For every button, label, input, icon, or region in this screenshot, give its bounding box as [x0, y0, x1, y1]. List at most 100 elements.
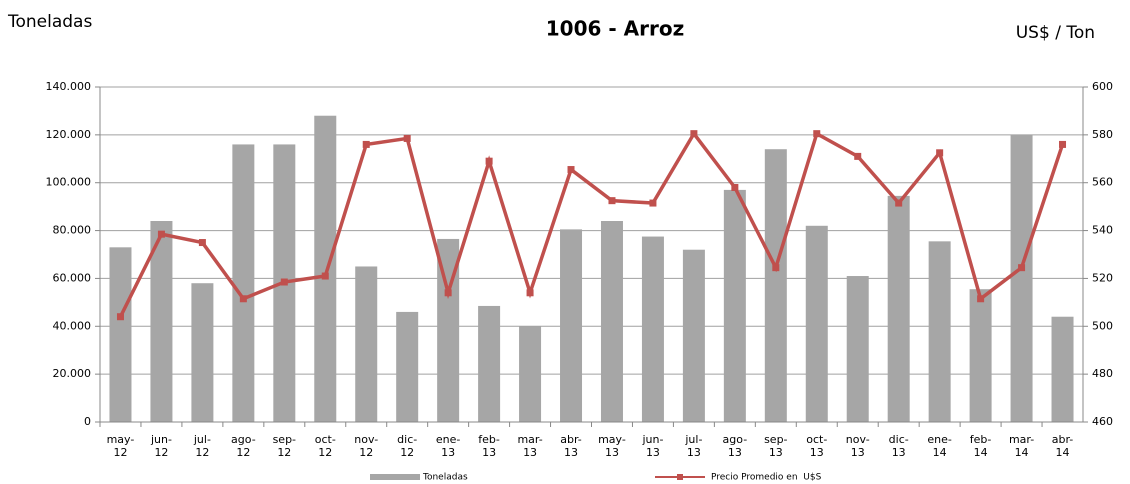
marker — [239, 295, 247, 303]
x-tick-label: jul-13 — [684, 433, 702, 459]
x-tick-label-part: 13 — [646, 446, 660, 459]
bar — [723, 189, 746, 422]
marker — [854, 152, 862, 160]
x-tick-label: may-12 — [107, 433, 135, 459]
bar — [887, 195, 910, 422]
marker — [1018, 264, 1026, 272]
marker — [444, 289, 452, 297]
y-tick-label: 120.000 — [46, 128, 92, 141]
x-tick-label-part: ene- — [436, 433, 461, 446]
x-tick-label: nov-13 — [846, 433, 870, 459]
x-tick-label-part: 12 — [236, 446, 250, 459]
y-tick-label: 40.000 — [53, 319, 92, 332]
y2-tick-label: 480 — [1092, 367, 1113, 380]
x-tick-label-part: 13 — [564, 446, 578, 459]
x-tick-label: nov-12 — [354, 433, 378, 459]
x-tick-label: sep-12 — [273, 433, 296, 459]
x-tick-label: may-13 — [598, 433, 626, 459]
bar — [355, 266, 378, 422]
bar — [1051, 316, 1074, 422]
y-tick-label: 140.000 — [46, 80, 92, 93]
y-tick-label: 80.000 — [53, 224, 92, 237]
bar — [846, 276, 869, 422]
bar — [478, 305, 501, 422]
x-tick-label-part: 13 — [851, 446, 865, 459]
y2-tick-label: 500 — [1092, 319, 1113, 332]
marker — [608, 197, 616, 205]
x-tick-label: ago-13 — [723, 433, 748, 459]
x-tick-label-part: jun- — [641, 433, 663, 446]
x-tick-label-part: 12 — [277, 446, 291, 459]
x-tick-label-part: 12 — [113, 446, 127, 459]
bar — [805, 225, 828, 422]
x-tick-label: mar-14 — [1009, 433, 1034, 459]
x-tick-label: ene-14 — [927, 433, 952, 459]
x-tick-label-part: jun- — [150, 433, 172, 446]
x-tick-label-part: ago- — [231, 433, 256, 446]
x-tick-label-part: 14 — [933, 446, 947, 459]
x-tick-label: ene-13 — [436, 433, 461, 459]
x-tick-label-part: 13 — [687, 446, 701, 459]
x-tick-label-part: sep- — [273, 433, 296, 446]
y2-tick-label: 600 — [1092, 80, 1113, 93]
marker — [731, 184, 739, 191]
y2-tick-label: 560 — [1092, 176, 1113, 189]
x-tick-label-part: jul- — [193, 433, 211, 446]
y2-tick-label: 540 — [1092, 224, 1113, 237]
x-tick-label-part: sep- — [764, 433, 787, 446]
marker — [116, 313, 124, 321]
bar — [682, 249, 705, 422]
x-tick-label-part: may- — [107, 433, 135, 446]
x-tick-label: oct-13 — [806, 433, 827, 459]
x-tick-label-part: dic- — [889, 433, 909, 446]
marker — [567, 166, 575, 174]
x-tick-label: jun-12 — [150, 433, 172, 459]
bar — [928, 241, 951, 422]
legend-label: Toneladas — [422, 473, 468, 483]
bar — [519, 326, 542, 422]
x-tick-label-part: 13 — [441, 446, 455, 459]
marker — [157, 230, 165, 238]
y2-tick-label: 580 — [1092, 128, 1113, 141]
marker — [403, 134, 411, 142]
x-tick-label-part: nov- — [354, 433, 378, 446]
x-tick-label-part: 13 — [523, 446, 537, 459]
marker — [280, 278, 288, 286]
y2-tick-label: 520 — [1092, 271, 1113, 284]
marker — [977, 295, 985, 303]
bar — [232, 144, 255, 422]
marker — [362, 140, 370, 148]
x-tick-label-part: oct- — [315, 433, 336, 446]
bar — [396, 311, 419, 422]
x-tick-label: jun-13 — [641, 433, 663, 459]
x-tick-label-part: abr- — [1052, 433, 1074, 446]
y2-axis-label: US$ / Ton — [1016, 23, 1095, 43]
x-tick-label: feb-13 — [478, 433, 500, 459]
bar — [109, 247, 132, 422]
line — [118, 130, 1065, 318]
x-tick-label-part: may- — [598, 433, 626, 446]
x-tick-label: abr-14 — [1052, 433, 1074, 459]
y-axis-label: Toneladas — [7, 12, 92, 32]
x-tick-label-part: 13 — [605, 446, 619, 459]
x-tick-label-part: 13 — [482, 446, 496, 459]
y-tick-label: 100.000 — [46, 176, 92, 189]
legend-label: Precio Promedio en U$S — [711, 473, 822, 483]
x-tick-label-part: feb- — [478, 433, 500, 446]
x-tick-label: ago-12 — [231, 433, 256, 459]
x-tick-label-part: 13 — [728, 446, 742, 459]
x-tick-label-part: 12 — [154, 446, 168, 459]
x-tick-label-part: 13 — [892, 446, 906, 459]
bar — [314, 115, 337, 422]
x-tick-label-part: 12 — [318, 446, 332, 459]
x-tick-label-part: mar- — [517, 433, 542, 446]
marker — [526, 289, 534, 297]
x-tick-label-part: 14 — [1056, 446, 1070, 459]
x-tick-label-part: mar- — [1009, 433, 1034, 446]
marker — [895, 199, 903, 207]
x-tick-label-part: 13 — [769, 446, 783, 459]
marker — [936, 149, 944, 157]
x-tick-label: dic-13 — [889, 433, 909, 459]
bar — [641, 236, 664, 422]
